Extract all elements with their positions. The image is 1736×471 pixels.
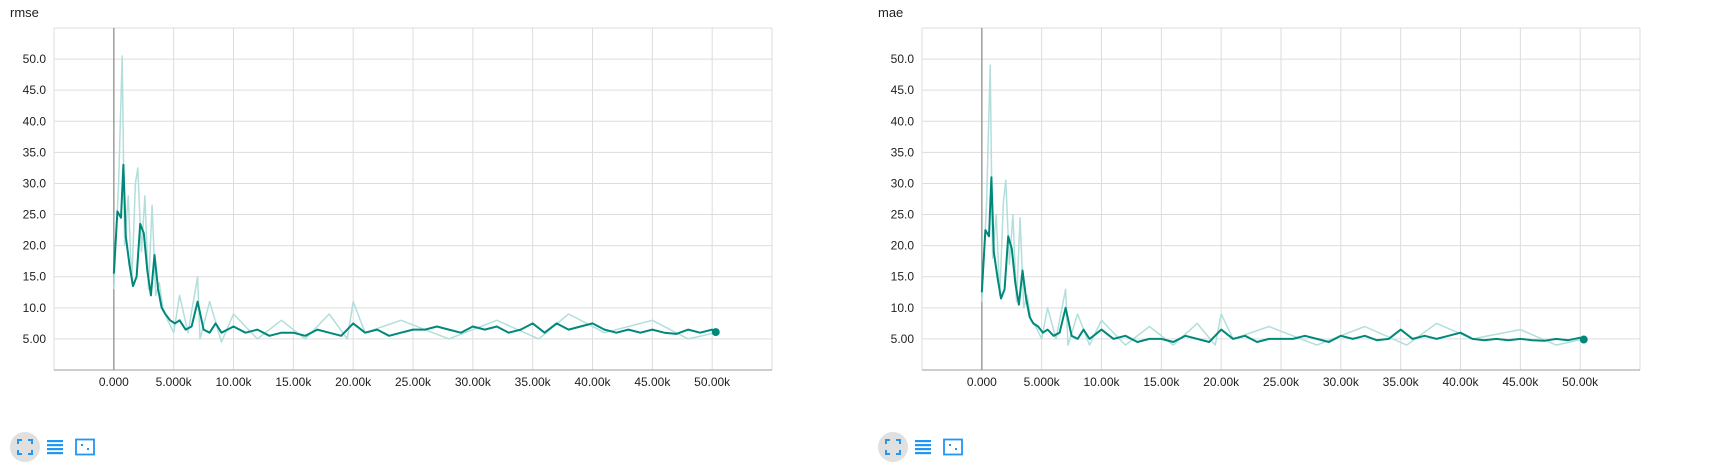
x-tick-label: 5.000k	[1024, 375, 1061, 389]
x-tick-label: 10.00k	[1083, 375, 1120, 389]
series-end-point	[1579, 335, 1588, 344]
y-tick-label: 35.0	[891, 145, 915, 159]
log-scale-icon	[47, 440, 63, 455]
chart-card-rmse: rmse 0.000 5.000k 10.00k 15.00k 20.00k 25.00k…	[0, 0, 868, 462]
chart-plot-mae[interactable]: 0.000 5.000k 10.00k 15.00k 20.00k 25.00k 30.00…	[868, 0, 1736, 430]
x-tick-label: 40.00k	[1442, 375, 1479, 389]
chart-title: mae	[878, 5, 904, 20]
log-scale-button[interactable]	[908, 432, 938, 462]
x-tick-label: 15.00k	[275, 375, 312, 389]
y-tick-label: 45.0	[891, 83, 915, 97]
y-tick-label: 50.0	[23, 52, 47, 66]
y-tick-label: 40.0	[23, 114, 47, 128]
chart-title: rmse	[10, 5, 39, 20]
chart-plot-rmse[interactable]: 0.000 5.000k 10.00k 15.00k 20.00k 25.00k 30.00…	[0, 0, 868, 430]
y-tick-label: 15.0	[23, 270, 47, 284]
y-tick-label: 10.0	[23, 301, 47, 315]
x-tick-label: 50.00k	[1562, 375, 1599, 389]
y-tick-label: 5.00	[23, 332, 47, 346]
y-tick-label: 20.0	[23, 239, 47, 253]
x-tick-label: 35.00k	[1383, 375, 1420, 389]
x-tick-label: 15.00k	[1143, 375, 1180, 389]
y-tick-label: 25.0	[23, 208, 47, 222]
y-tick-label: 20.0	[891, 239, 915, 253]
toggle-y-axis-icon	[75, 438, 95, 456]
x-tick-label: 20.00k	[335, 375, 372, 389]
raw-series-line	[981, 64, 1584, 346]
y-tick-label: 25.0	[891, 208, 915, 222]
x-tick-label: 45.00k	[1502, 375, 1539, 389]
series-line	[112, 163, 717, 337]
x-tick-label: 45.00k	[634, 375, 671, 389]
raw-series-line	[113, 55, 716, 343]
x-tick-label: 0.000	[967, 375, 997, 389]
x-tick-label: 20.00k	[1203, 375, 1240, 389]
x-tick-label: 25.00k	[1263, 375, 1300, 389]
log-scale-icon	[915, 440, 931, 455]
y-tick-label: 45.0	[23, 83, 47, 97]
x-tick-label: 25.00k	[395, 375, 432, 389]
x-tick-label: 50.00k	[694, 375, 731, 389]
y-tick-label: 30.0	[23, 176, 47, 190]
x-tick-label: 30.00k	[455, 375, 492, 389]
series-line	[980, 176, 1585, 343]
series-end-point	[711, 328, 720, 337]
y-tick-label: 5.00	[891, 332, 915, 346]
x-tick-label: 40.00k	[574, 375, 611, 389]
y-tick-label: 15.0	[891, 270, 915, 284]
y-tick-label: 50.0	[891, 52, 915, 66]
log-scale-button[interactable]	[40, 432, 70, 462]
toggle-y-axis-button[interactable]	[938, 432, 968, 462]
x-tick-label: 35.00k	[515, 375, 552, 389]
x-tick-label: 30.00k	[1323, 375, 1360, 389]
fit-domain-icon	[885, 439, 901, 455]
x-tick-label: 0.000	[99, 375, 129, 389]
toggle-y-axis-button[interactable]	[70, 432, 100, 462]
fit-domain-button[interactable]	[10, 432, 40, 462]
x-tick-label: 5.000k	[156, 375, 193, 389]
toggle-y-axis-icon	[943, 438, 963, 456]
fit-domain-button[interactable]	[878, 432, 908, 462]
y-tick-label: 10.0	[891, 301, 915, 315]
y-tick-label: 40.0	[891, 114, 915, 128]
chart-card-mae: mae 0.000 5.000k 10.00k 15.00k 20.00k 25.00k 3…	[868, 0, 1736, 471]
y-tick-label: 35.0	[23, 145, 47, 159]
x-tick-label: 10.00k	[215, 375, 252, 389]
fit-domain-icon	[17, 439, 33, 455]
y-tick-label: 30.0	[891, 176, 915, 190]
